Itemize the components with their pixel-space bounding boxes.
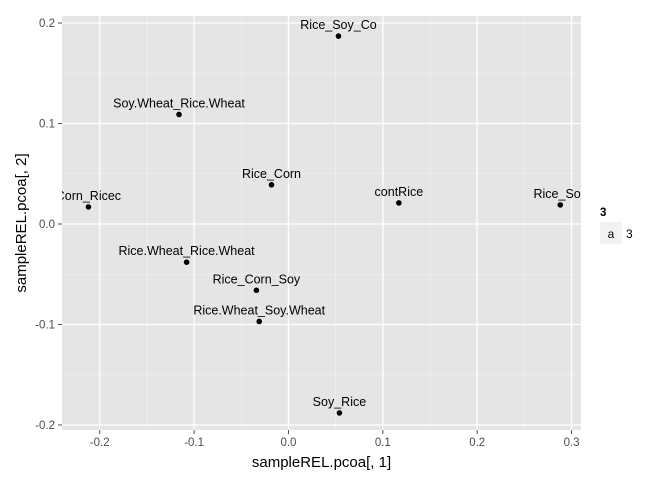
data-point <box>256 318 263 325</box>
legend-item-label: 3 <box>626 227 633 241</box>
data-point <box>268 182 275 188</box>
y-tick-label: 0.0 <box>39 219 55 231</box>
legend-key-glyph: a <box>608 227 615 241</box>
data-point <box>85 204 92 210</box>
major-gridlines <box>62 16 581 430</box>
legend-title: 3 <box>600 207 606 219</box>
x-axis-title: sampleREL.pcoa[, 1] <box>252 454 391 471</box>
y-axis-title: sampleREL.pcoa[, 2] <box>13 153 30 292</box>
x-tick-label: 0.0 <box>280 437 296 449</box>
x-axis-ticks: -0.2 -0.1 0.0 0.1 0.2 0.3 <box>90 430 580 449</box>
y-tick-label: -0.2 <box>35 420 55 432</box>
data-point <box>336 410 343 416</box>
point-label: Rice.Wheat_Soy.Wheat <box>193 303 325 317</box>
point-label: Rice_Soy_Co <box>300 18 376 32</box>
y-tick-label: 0.1 <box>39 119 55 131</box>
data-point <box>396 200 402 206</box>
x-tick-label: -0.2 <box>90 437 110 449</box>
point-label: Rice.Wheat_Rice.Wheat <box>118 244 255 258</box>
x-tick-label: -0.1 <box>184 437 204 449</box>
point-label: Rice_Soy <box>533 187 587 201</box>
data-point <box>335 33 342 39</box>
data-point <box>183 259 190 265</box>
y-axis-ticks: -0.2 -0.1 0.0 0.1 0.2 <box>35 18 62 432</box>
point-labels: Rice_Soy_Co Soy.Wheat_Rice.Wheat Rice_Corn… <box>56 18 587 409</box>
point-label: Corn_Ricec <box>56 189 121 203</box>
legend-key-box <box>600 222 622 244</box>
plot-panel <box>62 16 581 430</box>
point-label: Rice_Corn <box>242 167 301 181</box>
x-tick-label: 0.2 <box>469 437 485 449</box>
point-label: contRice <box>375 185 424 199</box>
point-label: Rice_Corn_Soy <box>213 272 301 286</box>
legend: 3 a 3 <box>600 207 633 244</box>
point-label: Soy.Wheat_Rice.Wheat <box>113 96 245 110</box>
x-tick-label: 0.1 <box>375 437 391 449</box>
minor-gridlines <box>62 16 581 430</box>
data-point <box>176 111 182 118</box>
y-tick-label: 0.2 <box>39 18 55 30</box>
data-point <box>557 202 564 208</box>
y-tick-label: -0.1 <box>35 319 55 331</box>
point-label: Soy_Rice <box>313 395 367 409</box>
x-tick-label: 0.3 <box>564 437 580 449</box>
data-points <box>85 33 564 416</box>
data-point <box>253 287 260 294</box>
